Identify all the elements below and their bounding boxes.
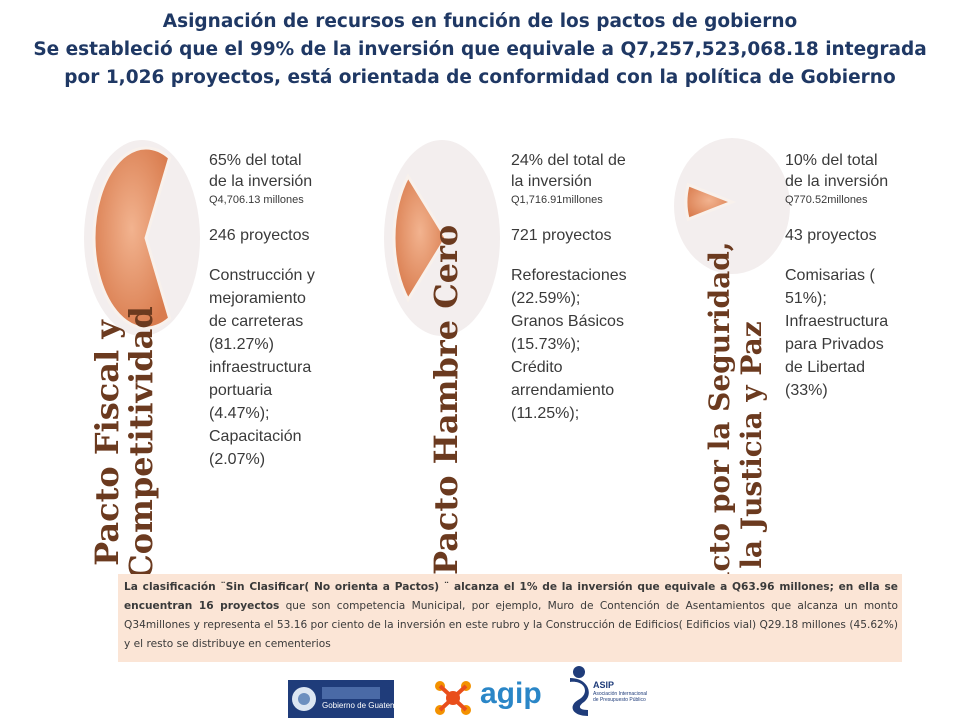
desc-line: arrendamiento [511, 382, 615, 399]
pacto-fiscal-details: 65% del total de la inversión Q4,706.13 … [209, 150, 359, 471]
title-line-1: Asignación de recursos en función de los… [162, 11, 798, 32]
pie-fiscal [84, 140, 200, 336]
title-line-3: por 1,026 proyectos, está orientada de c… [64, 67, 896, 88]
pacto-seguridad-label-line2: la Justicia y Paz [735, 321, 768, 569]
pacto-seguridad-label: Pacto por la Seguridad, la Justicia y Pa… [703, 241, 774, 610]
pct-line1: 10% del total [785, 152, 878, 169]
note-text: que son competencia Municipal, por ejemp… [124, 600, 898, 650]
desc-line: Comisarias ( [785, 267, 875, 284]
desc-line: 51%); [785, 290, 827, 307]
pie-slice-seguridad [684, 182, 737, 222]
pct-line2: la inversión [511, 173, 592, 190]
pacto-fiscal-label-line2: Competitividad [122, 306, 160, 580]
amount: Q770.52millones [785, 194, 868, 206]
gobierno-guatemala-logo: Gobierno de Guatemala [288, 680, 407, 718]
desc-line: de Libertad [785, 359, 866, 376]
amount: Q1,716.91millones [511, 194, 603, 206]
note-box: La clasificación ¨Sin Clasificar( No ori… [118, 574, 902, 662]
page-title: Asignación de recursos en función de los… [0, 8, 960, 92]
projects: 721 proyectos [511, 227, 612, 244]
asip-logo-text: ASIP [593, 680, 615, 690]
pacto-hambre-details: 24% del total de la inversión Q1,716.91m… [511, 150, 671, 425]
description: Comisarias ( 51%); Infraestructura para … [785, 264, 935, 402]
desc-line: infraestructura [209, 359, 312, 376]
desc-line: (11.25%); [511, 405, 580, 422]
description: Reforestaciones (22.59%); Granos Básicos… [511, 264, 671, 425]
desc-line: para Privados [785, 336, 884, 353]
desc-line: portuaria [209, 382, 273, 399]
desc-line: Infraestructura [785, 313, 889, 330]
desc-line: (22.59%); [511, 290, 581, 307]
pct-line1: 24% del total de [511, 152, 626, 169]
desc-line: (4.47%); [209, 405, 270, 422]
pacto-fiscal-label: Pacto Fiscal y Competitividad [88, 288, 160, 598]
desc-line: (2.07%) [209, 451, 266, 468]
pct-line1: 65% del total [209, 152, 302, 169]
agip-logo-text: agip [480, 677, 542, 710]
description: Construcción y mejoramiento de carretera… [209, 264, 359, 471]
note-bold: La clasificación ¨Sin Clasificar( No ori… [124, 581, 898, 612]
projects: 43 proyectos [785, 227, 877, 244]
pacto-hambre-label: Pacto Hambre Cero [427, 224, 465, 575]
asip-figure-icon [570, 666, 589, 716]
agip-symbol-icon [435, 681, 471, 715]
desc-line: (81.27%) [209, 336, 274, 353]
desc-line: Construcción y [209, 267, 315, 284]
gobierno-logo-text: Gobierno de Guatemala [322, 701, 408, 710]
asip-logo-subtext: Asociación Internacional de Presupuesto … [593, 691, 648, 703]
amount: Q4,706.13 millones [209, 194, 304, 206]
pacto-hambre-label-line1: Pacto Hambre Cero [427, 224, 465, 575]
desc-line: mejoramiento [209, 290, 306, 307]
projects: 246 proyectos [209, 227, 310, 244]
desc-line: Granos Básicos [511, 313, 624, 330]
pct-line2: de la inversión [209, 173, 313, 190]
desc-line: Crédito [511, 359, 563, 376]
desc-line: (33%) [785, 382, 828, 399]
pacto-seguridad-label-line1: Pacto por la Seguridad, [703, 241, 736, 610]
desc-line: de carreteras [209, 313, 304, 330]
desc-line: (15.73%); [511, 336, 581, 353]
desc-line: Capacitación [209, 428, 302, 445]
seal-icon [292, 687, 316, 711]
title-line-2: Se estableció que el 99% de la inversión… [33, 39, 927, 60]
pacto-fiscal-label-line1: Pacto Fiscal y [88, 320, 126, 566]
building-icon [322, 687, 380, 699]
pie-hambre [384, 140, 500, 336]
desc-line: Reforestaciones [511, 267, 627, 284]
pie-slice-hambre [392, 173, 448, 303]
pct-line2: de la inversión [785, 173, 889, 190]
pacto-seguridad-details: 10% del total de la inversión Q770.52mil… [785, 150, 935, 402]
pie-slice-fiscal [92, 146, 172, 330]
pie-seguridad [674, 138, 790, 274]
